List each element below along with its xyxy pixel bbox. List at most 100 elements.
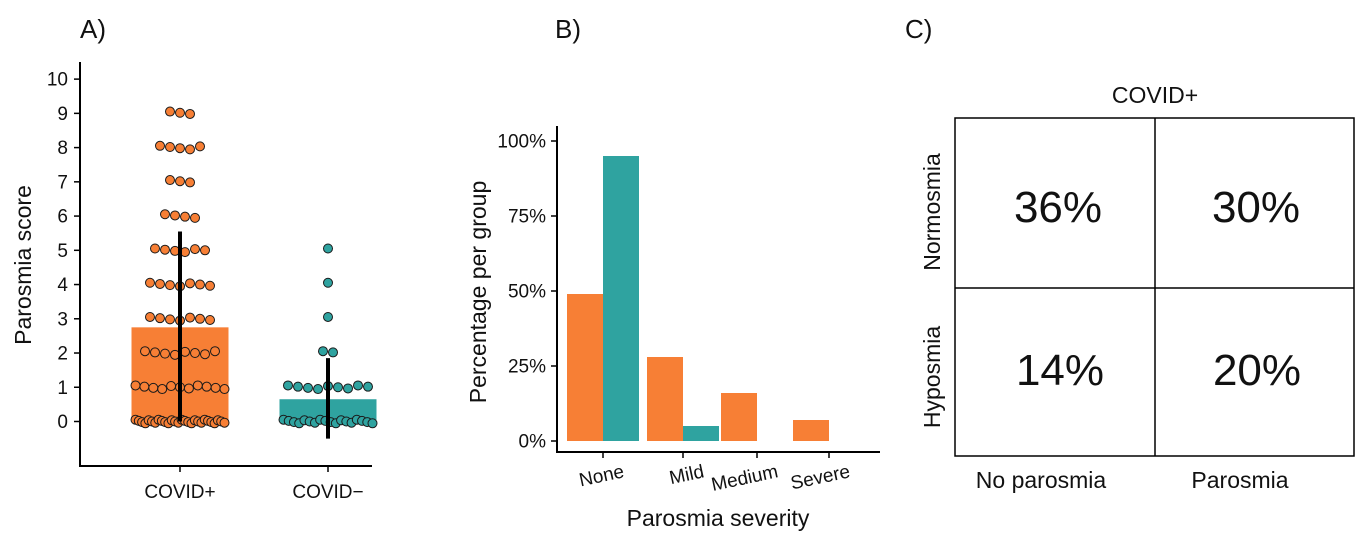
panel-a-data-point [165, 175, 175, 186]
panel-a-data-point [185, 108, 195, 119]
panel-a-data-point [185, 144, 195, 155]
panel-a-data-point [343, 383, 353, 394]
panel-a-data-point [313, 384, 323, 395]
panel-b-bar-series-1 [721, 393, 757, 441]
panel-a-data-point [200, 349, 210, 360]
panel-a-y-tick-label: 9 [57, 104, 68, 125]
panel-a-data-point [155, 140, 165, 151]
panel-a-data-point [160, 244, 170, 255]
panel-b-x-tick-label: None [577, 461, 626, 491]
panel-b-bar-series-1 [567, 294, 603, 441]
panel-b-y-axis-title: Percentage per group [465, 181, 491, 404]
panel-b-y-tick-label: 50% [508, 282, 546, 303]
panel-a-y-tick-label: 8 [57, 138, 68, 159]
panel-b-y-tick-label: 100% [497, 132, 546, 153]
panel-a-data-point [180, 211, 190, 222]
panel-a-data-point [210, 382, 221, 393]
panel-a-data-point [201, 381, 212, 392]
matrix-cell-normosmia-no-parosmia: 36% [1014, 183, 1102, 232]
panel-a-data-point [183, 383, 194, 394]
panel-b-bar-series-2 [603, 156, 639, 441]
panel-a-data-point [175, 107, 185, 118]
panel-a-data-point [145, 277, 155, 288]
panel-a-data-point [166, 381, 177, 392]
matrix-cell-hyposmia-parosmia: 20% [1213, 346, 1301, 395]
matrix-column-label-no-parosmia: No parosmia [976, 467, 1107, 493]
panel-a-data-point [139, 381, 150, 392]
panel-a-data-point [190, 244, 200, 255]
panel-c-matrix-title: COVID+ [1112, 82, 1198, 108]
matrix-row-label-normosmia: Normosmia [919, 153, 945, 271]
panel-b-y-tick-label: 0% [519, 432, 547, 453]
panel-b-label: B) [555, 14, 581, 44]
panel-a-data-point [155, 278, 165, 289]
panel-a-data-point [323, 277, 333, 288]
matrix-column-label-parosmia: Parosmia [1191, 467, 1288, 493]
panel-a-data-point [323, 243, 333, 254]
panel-a-data-point [175, 176, 185, 187]
panel-a-data-point [150, 347, 160, 358]
panel-b-bar-series-1 [647, 357, 683, 441]
panel-b-bar-series-2 [683, 426, 719, 441]
panel-a-y-axis-title: Parosmia score [10, 185, 36, 345]
panel-a-data-point [205, 314, 215, 325]
panel-a-data-point [165, 280, 175, 291]
panel-a-data-point [165, 106, 175, 117]
matrix-cell-hyposmia-no-parosmia: 14% [1016, 346, 1104, 395]
panel-a-y-tick-label: 6 [57, 207, 68, 228]
panel-a-data-point [318, 346, 328, 357]
panel-a-data-point [160, 348, 170, 359]
panel-a-y-tick-label: 2 [57, 344, 68, 365]
panel-a-label: A) [80, 14, 106, 44]
panel-a-data-point [185, 177, 195, 188]
panel-a-y-tick-label: 5 [57, 241, 68, 262]
panel-a-data-point [160, 209, 170, 220]
panel-a-data-point [363, 381, 373, 392]
panel-a-data-point [165, 141, 175, 152]
panel-a-x-tick-label: COVID+ [144, 482, 215, 503]
panel-a-data-point [140, 346, 150, 357]
panel-a-data-point [165, 314, 175, 325]
panel-b-bar-chart: B) Percentage per group 0%25%50%75%100% … [465, 14, 880, 531]
panel-a-data-point [210, 346, 220, 357]
panel-a-data-point [155, 313, 165, 324]
panel-b-y-tick-label: 75% [508, 207, 546, 228]
panel-a-data-point [293, 381, 303, 392]
panel-a-data-point [219, 417, 230, 428]
panel-a-data-point [157, 384, 168, 395]
panel-a-y-tick-label: 0 [57, 412, 68, 433]
panel-b-x-tick-label: Medium [710, 461, 780, 496]
panel-a-data-point [148, 382, 159, 393]
panel-a-data-point [185, 312, 195, 323]
panel-b-x-tick-label: Mild [668, 461, 706, 489]
panel-a-data-point [195, 279, 205, 290]
panel-a-y-tick-label: 7 [57, 172, 68, 193]
matrix-cell-normosmia-parosmia: 30% [1212, 183, 1300, 232]
matrix-row-label-hyposmia: Hyposmia [919, 326, 945, 428]
panel-a-data-point [190, 212, 200, 223]
panel-a-y-tick-label: 1 [57, 378, 68, 399]
panel-a-data-point [200, 245, 210, 256]
panel-a-y-tick-label: 3 [57, 309, 68, 330]
panel-a-data-point [170, 210, 180, 221]
panel-a-data-point [333, 382, 343, 393]
panel-a-data-point [192, 380, 203, 391]
panel-a-scatter-bar-chart: A) Parosmia score 0 1 2 3 4 5 6 7 8 9 10 COVID+ COV… [10, 14, 378, 503]
panel-b-x-axis-title: Parosmia severity [627, 505, 810, 531]
panel-a-y-tick-label: 4 [57, 275, 68, 296]
panel-a-data-point [219, 384, 230, 395]
panel-b-y-tick-label: 25% [508, 357, 546, 378]
panel-a-data-point [283, 380, 293, 391]
panel-a-data-point [367, 418, 378, 429]
panel-a-y-tick-label: 10 [47, 70, 68, 91]
panel-a-data-point [353, 380, 363, 391]
panel-a-data-point [130, 380, 141, 391]
panel-a-data-point [323, 311, 333, 322]
panel-a-data-point [145, 311, 155, 322]
panel-c-percentage-matrix: C) COVID+ 36% 30% 14% 20% Normosmia Hypo… [905, 14, 1355, 493]
panel-a-data-point [175, 143, 185, 154]
panel-a-data-point [150, 243, 160, 254]
panel-a-data-point [303, 382, 313, 393]
